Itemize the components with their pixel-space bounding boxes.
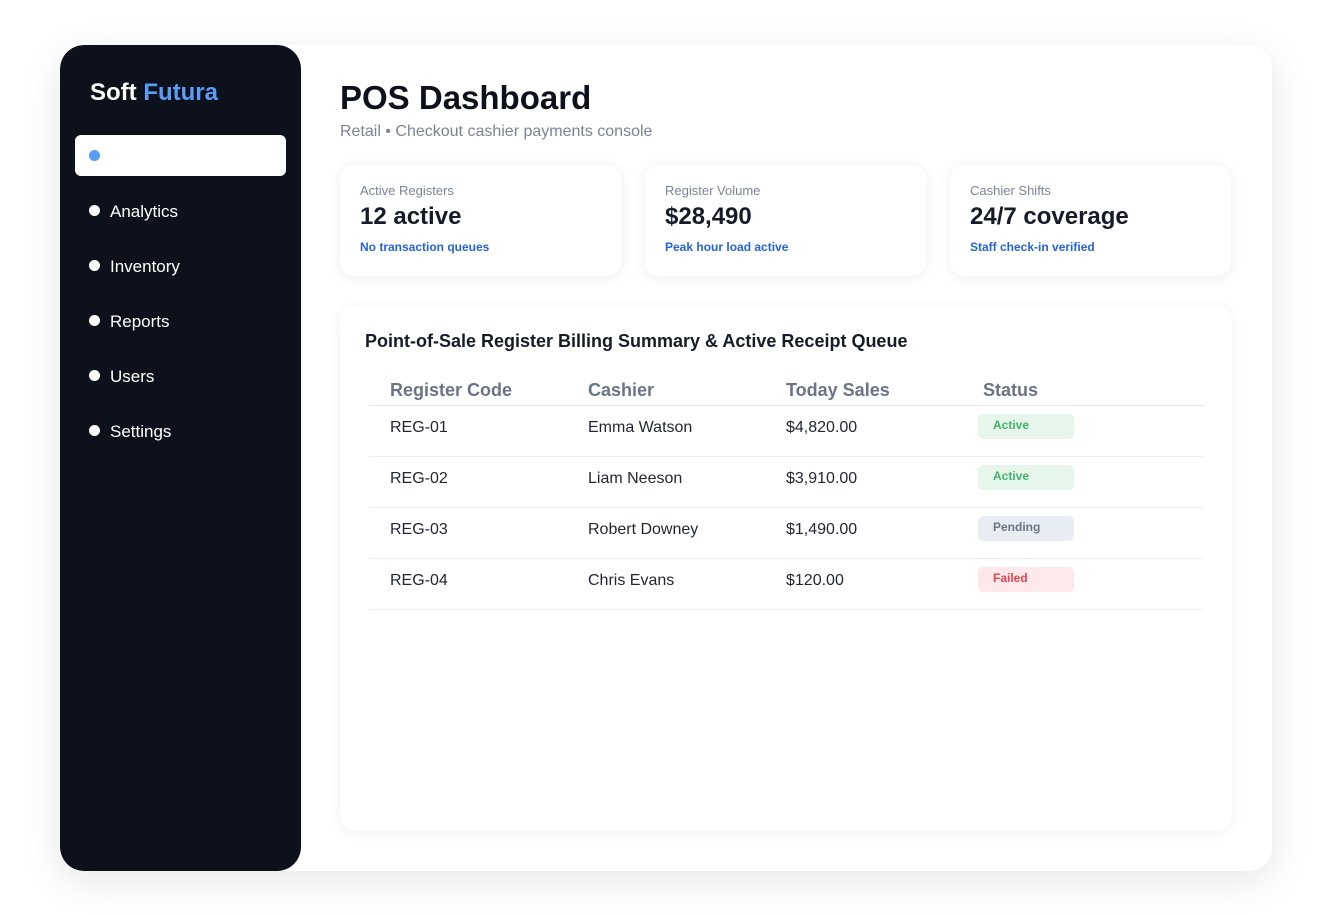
sidebar-item-label: Analytics — [110, 202, 179, 221]
status-cell: Active — [962, 405, 1203, 457]
sidebar-item-inventory[interactable]: Inventory — [75, 245, 286, 286]
status-cell: Failed — [962, 558, 1203, 610]
cashier-cell: Liam Neeson — [567, 456, 765, 508]
status-cell: Pending — [962, 507, 1203, 559]
stat-note: Staff check-in verified — [970, 240, 1095, 254]
sales-cell: $120.00 — [765, 558, 962, 610]
stat-card-register-volume: Register Volume $28,490 Peak hour load a… — [645, 165, 926, 276]
column-header-status: Status — [962, 375, 1203, 406]
sidebar-item-users[interactable]: Users — [75, 355, 286, 396]
cashier-cell: Chris Evans — [567, 558, 765, 610]
status-badge: Active — [978, 465, 1074, 490]
sidebar-item-analytics[interactable]: Analytics — [75, 190, 286, 231]
dot-icon — [89, 205, 100, 216]
stat-value: 12 active — [360, 203, 462, 230]
stat-value: 24/7 coverage — [970, 203, 1129, 230]
cashier-cell: Emma Watson — [567, 405, 765, 457]
dot-icon — [89, 370, 100, 381]
register-summary-panel: Point-of-Sale Register Billing Summary &… — [340, 305, 1232, 831]
table-row[interactable]: REG-03 Robert Downey $1,490.00 Pending — [369, 507, 1203, 559]
sales-cell: $4,820.00 — [765, 405, 962, 457]
main-content: POS Dashboard Retail • Checkout cashier … — [340, 45, 1232, 871]
stats-row: Active Registers 12 active No transactio… — [340, 165, 1232, 276]
sidebar-item-label: Reports — [110, 312, 170, 331]
stat-label: Cashier Shifts — [970, 183, 1051, 198]
sidebar-item-dashboard[interactable] — [75, 135, 286, 176]
brand-name-accent: Futura — [143, 79, 218, 106]
app-window: Soft Futura Analytics Inventory Reports — [60, 45, 1272, 871]
register-code-cell: REG-03 — [369, 507, 567, 559]
table-row[interactable]: REG-01 Emma Watson $4,820.00 Active — [369, 405, 1203, 457]
sidebar-item-label: Settings — [110, 422, 172, 441]
status-cell: Active — [962, 456, 1203, 508]
register-table: Register Code Cashier Today Sales Status… — [369, 375, 1203, 610]
column-header-register-code: Register Code — [369, 375, 567, 406]
register-code-cell: REG-02 — [369, 456, 567, 508]
stat-label: Active Registers — [360, 183, 454, 198]
stat-note: No transaction queues — [360, 240, 490, 254]
stat-value: $28,490 — [665, 203, 752, 230]
panel-title: Point-of-Sale Register Billing Summary &… — [365, 331, 908, 351]
page-title: POS Dashboard — [340, 79, 592, 116]
status-badge: Failed — [978, 567, 1074, 592]
brand-logo: Soft Futura — [90, 79, 218, 107]
cashier-cell: Robert Downey — [567, 507, 765, 559]
sales-cell: $3,910.00 — [765, 456, 962, 508]
page-subtitle: Retail • Checkout cashier payments conso… — [340, 123, 653, 140]
sidebar-item-settings[interactable]: Settings — [75, 410, 286, 451]
dot-icon — [89, 425, 100, 436]
table-header-row: Register Code Cashier Today Sales Status — [369, 375, 1203, 406]
table-row[interactable]: REG-04 Chris Evans $120.00 Failed — [369, 558, 1203, 610]
stat-note: Peak hour load active — [665, 240, 789, 254]
dot-icon — [89, 260, 100, 271]
dot-icon — [89, 315, 100, 326]
brand-name-primary: Soft — [90, 79, 137, 106]
sidebar-item-reports[interactable]: Reports — [75, 300, 286, 341]
column-header-cashier: Cashier — [567, 375, 765, 406]
status-badge: Pending — [978, 516, 1074, 541]
sidebar-nav: Analytics Inventory Reports Users Settin… — [75, 135, 286, 465]
status-badge: Active — [978, 414, 1074, 439]
stat-card-active-registers: Active Registers 12 active No transactio… — [340, 165, 621, 276]
table-row[interactable]: REG-02 Liam Neeson $3,910.00 Active — [369, 456, 1203, 508]
stat-label: Register Volume — [665, 183, 761, 198]
register-code-cell: REG-04 — [369, 558, 567, 610]
dot-icon — [89, 150, 100, 161]
column-header-today-sales: Today Sales — [765, 375, 962, 406]
stat-card-cashier-shifts: Cashier Shifts 24/7 coverage Staff check… — [950, 165, 1231, 276]
register-code-cell: REG-01 — [369, 405, 567, 457]
sidebar: Soft Futura Analytics Inventory Reports — [60, 45, 301, 871]
sales-cell: $1,490.00 — [765, 507, 962, 559]
sidebar-item-label: Inventory — [110, 257, 180, 276]
sidebar-item-label: Users — [110, 367, 155, 386]
